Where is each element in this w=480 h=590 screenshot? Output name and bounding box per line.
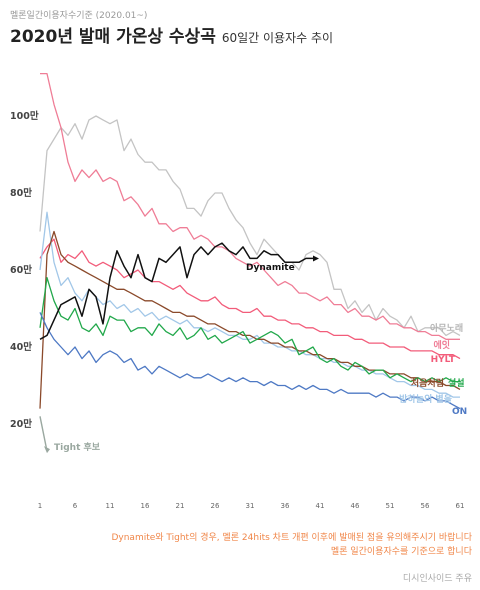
y-tick-label-2: 60만 [10, 264, 32, 276]
series-lines [39, 72, 461, 454]
series-line-4 [39, 230, 461, 409]
series-line-0 [39, 115, 461, 337]
series-line-6 [39, 312, 461, 410]
series-label-6: 밤하늘의 별을 [399, 393, 452, 405]
chart-title: 2020년 발매 가온상 수상곡 60일간 이용자수 추이 [10, 22, 333, 47]
series-line-5 [39, 277, 460, 383]
x-tick-label-5: 26 [211, 502, 220, 510]
series-label-2: HYLT [431, 355, 456, 365]
x-tick-label-4: 21 [176, 502, 185, 510]
chart-subtitle: 60일간 이용자수 추이 [221, 31, 334, 45]
series-label-1: 에잇 [433, 339, 450, 351]
series-label-0: 아무노래 [430, 322, 463, 334]
series-line-7 [39, 242, 313, 340]
tight-arrowhead [44, 446, 50, 454]
y-tick-label-0: 20만 [10, 418, 32, 430]
y-tick-label-3: 80만 [10, 187, 32, 199]
x-tick-label-6: 31 [246, 502, 255, 510]
tight-annotation: Tight 후보 [54, 441, 101, 453]
x-tick-label-2: 11 [106, 502, 115, 510]
footnote-line2: 멜론 일간이용자수를 기준으로 합니다 [330, 547, 472, 557]
x-tick-label-10: 51 [386, 502, 395, 510]
x-tick-label-11: 56 [421, 502, 430, 510]
series-line-tight [39, 416, 48, 452]
x-tick-label-0: 1 [38, 502, 42, 510]
series-label-7: ON [452, 407, 467, 417]
dynamite-arrowhead [313, 255, 319, 262]
series-line-2 [39, 238, 461, 360]
series-label-3: Dynamite [246, 263, 295, 273]
series-label-5: 설설 [448, 377, 465, 389]
x-tick-label-12: 61 [456, 502, 465, 510]
x-tick-label-7: 36 [281, 502, 290, 510]
source-note: 멜론일간이용자수기준 (2020.01~) [10, 11, 148, 21]
series-line-1 [40, 72, 460, 340]
x-tick-label-8: 41 [316, 502, 325, 510]
x-tick-label-9: 46 [351, 502, 360, 510]
y-axis: 20만 40만 60만 80만 100만 [10, 110, 39, 430]
series-line-3 [39, 211, 460, 398]
footnote-line1: Dynamite와 Tight의 경우, 멜론 24hits 차트 개편 이후에… [111, 533, 472, 543]
x-tick-label-1: 6 [73, 502, 78, 510]
y-tick-label-1: 40만 [10, 341, 32, 353]
x-axis: 1 6 11 16 21 26 31 36 41 46 51 56 61 [38, 502, 465, 510]
chart-title-main: 2020년 발매 가온상 수상곡 [10, 27, 216, 47]
y-tick-label-4: 100만 [10, 110, 39, 122]
credit: 디시인사이드 주유 [402, 574, 472, 584]
series-label-4: 처음처럼 [411, 377, 444, 389]
x-tick-label-3: 16 [141, 502, 150, 510]
